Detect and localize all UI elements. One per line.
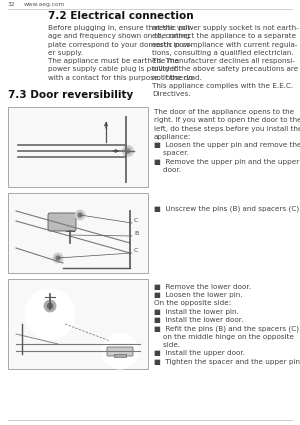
Circle shape (47, 303, 52, 309)
Text: www.aeg.com: www.aeg.com (24, 2, 65, 7)
Circle shape (125, 148, 130, 153)
Circle shape (75, 210, 85, 220)
Text: C: C (134, 218, 138, 223)
Bar (8, 193, 148, 273)
Text: 32: 32 (8, 2, 16, 7)
Circle shape (102, 333, 138, 369)
Text: C: C (134, 247, 138, 252)
Text: ■  Remove the lower door.
■  Loosen the lower pin.
On the opposite side:
■  Inst: ■ Remove the lower door. ■ Loosen the lo… (154, 284, 300, 365)
Text: Before plugging in, ensure that the volt-
age and frequency shown on the rating
: Before plugging in, ensure that the volt… (48, 25, 196, 80)
Circle shape (53, 253, 63, 263)
FancyBboxPatch shape (107, 347, 133, 356)
Text: 7.2 Electrical connection: 7.2 Electrical connection (48, 11, 194, 21)
Circle shape (25, 289, 75, 339)
Bar (8, 279, 148, 369)
Circle shape (78, 213, 82, 217)
FancyBboxPatch shape (48, 213, 76, 231)
Bar (8, 107, 148, 187)
Circle shape (56, 256, 60, 260)
Circle shape (122, 145, 134, 156)
Bar (114, 354, 126, 357)
Text: 7.3 Door reversibility: 7.3 Door reversibility (8, 90, 133, 100)
Circle shape (44, 300, 56, 312)
Text: mestic power supply socket is not earth-
ed, connect the appliance to a separate: mestic power supply socket is not earth-… (152, 25, 299, 97)
Text: B: B (134, 230, 138, 235)
Text: The door of the appliance opens to the
right. If you want to open the door to th: The door of the appliance opens to the r… (154, 109, 300, 173)
Text: ■  Unscrew the pins (B) and spacers (C).: ■ Unscrew the pins (B) and spacers (C). (154, 205, 300, 212)
